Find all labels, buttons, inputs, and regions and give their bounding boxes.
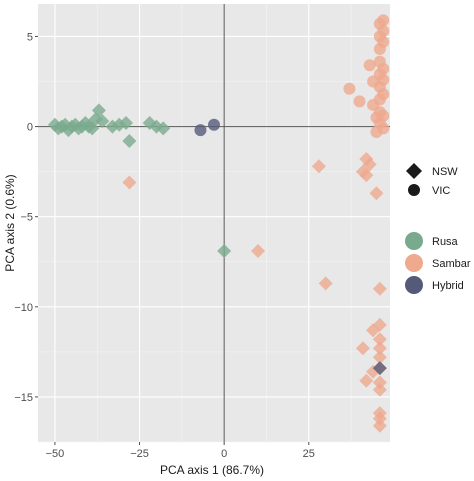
legend-key-hybrid	[405, 276, 423, 294]
sambar-circle-point	[377, 109, 390, 122]
hybrid-diamond-point	[372, 361, 387, 376]
rusa-diamond-point	[85, 121, 100, 136]
legend-key-nsw	[406, 163, 422, 179]
sambar-diamond-point	[372, 317, 387, 332]
x-tick-label: 25	[303, 448, 315, 460]
y-axis-title: PCA axis 2 (0.6%)	[3, 174, 17, 271]
sambar-circle-point	[343, 82, 356, 95]
rusa-diamond-point	[156, 121, 171, 136]
y-tick-label: −10	[14, 302, 33, 314]
plot-panel	[38, 4, 390, 442]
sambar-diamond-point	[372, 411, 387, 426]
sambar-diamond-point	[372, 332, 387, 347]
x-axis-title: PCA axis 1 (86.7%)	[160, 463, 264, 477]
sambar-diamond-point	[359, 373, 374, 388]
sambar-diamond-point	[369, 186, 384, 201]
y-tick-label: 5	[27, 31, 33, 43]
sambar-circle-point	[377, 35, 390, 48]
hybrid-circle-point	[208, 118, 220, 131]
rusa-diamond-point	[142, 115, 157, 130]
sambar-circle-point	[367, 75, 380, 88]
legend-label-vic: VIC	[432, 185, 450, 197]
sambar-circle-point	[377, 14, 390, 27]
sambar-diamond-point	[372, 341, 387, 356]
rusa-diamond-point	[217, 243, 232, 258]
x-tick-label: −25	[130, 448, 149, 460]
sambar-circle-point	[353, 95, 366, 108]
sambar-circle-point	[370, 125, 383, 138]
legend: NSW VIC Rusa Sambar Hybrid	[405, 163, 471, 294]
sambar-circle-point	[363, 59, 376, 72]
sambar-diamond-point	[359, 152, 374, 167]
sambar-diamond-point	[372, 281, 387, 296]
sambar-diamond-point	[359, 168, 374, 183]
sambar-diamond-point	[311, 159, 326, 174]
sambar-circle-point	[377, 25, 390, 38]
x-axis-ticks: −50 −25 0 25	[46, 442, 315, 460]
sambar-diamond-point	[318, 276, 333, 291]
rusa-diamond-point	[119, 115, 133, 130]
x-tick-label: −50	[46, 448, 65, 460]
sambar-diamond-point	[372, 382, 387, 397]
sambar-diamond-point	[355, 341, 370, 356]
sambar-circle-point	[377, 88, 390, 101]
legend-label-rusa: Rusa	[432, 236, 459, 248]
sambar-diamond-point	[372, 418, 387, 433]
legend-key-vic	[408, 184, 420, 196]
sambar-diamond-point	[122, 175, 137, 190]
y-tick-label: 0	[27, 122, 33, 134]
legend-label-sambar: Sambar	[432, 258, 471, 270]
sambar-diamond-point	[251, 243, 265, 258]
hybrid-circle-point	[194, 124, 207, 137]
rusa-diamond-point	[95, 114, 110, 129]
sambar-circle-point	[377, 73, 390, 86]
data-points	[47, 14, 390, 433]
sambar-diamond-point	[372, 350, 387, 365]
sambar-diamond-point	[372, 375, 387, 390]
legend-key-rusa	[405, 232, 423, 250]
y-axis-ticks: 5 0 −5 −10 −15	[14, 31, 38, 404]
legend-label-hybrid: Hybrid	[432, 280, 464, 292]
rusa-diamond-point	[122, 133, 137, 148]
y-tick-label: −15	[14, 392, 33, 404]
x-tick-label: 0	[221, 448, 227, 460]
y-tick-label: −5	[20, 212, 33, 224]
legend-label-nsw: NSW	[432, 166, 458, 178]
rusa-diamond-point	[91, 103, 106, 118]
legend-key-sambar	[405, 254, 423, 272]
sambar-circle-point	[377, 62, 390, 75]
